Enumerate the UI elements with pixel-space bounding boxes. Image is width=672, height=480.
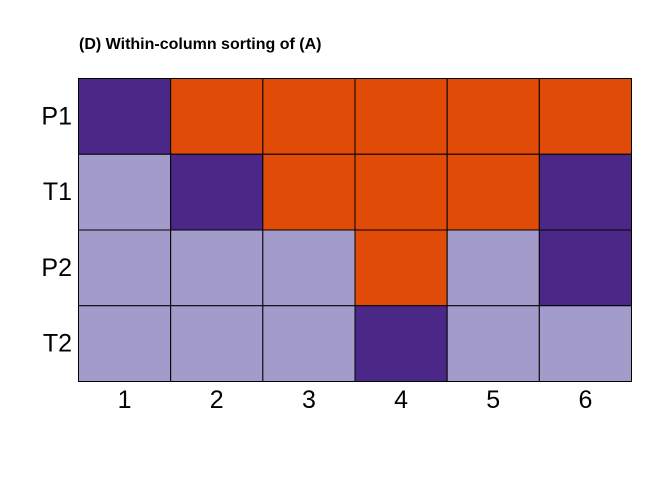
- heatmap-cell-p1-5: [446, 78, 540, 155]
- heatmap-cells: [78, 78, 632, 382]
- heatmap-cell-p2-2: [170, 229, 264, 307]
- heatmap-cell-t2-3: [262, 305, 356, 382]
- column-label-1: 1: [118, 386, 132, 414]
- heatmap-cell-t1-2: [170, 153, 264, 231]
- row-label-t2: T2: [43, 330, 72, 358]
- heatmap-cell-t1-1: [78, 153, 172, 231]
- heatmap-cell-p2-3: [262, 229, 356, 307]
- heatmap-cell-t2-1: [78, 305, 172, 382]
- column-label-4: 4: [394, 386, 408, 414]
- heatmap-cell-p2-5: [446, 229, 540, 307]
- heatmap-cell-t2-6: [538, 305, 632, 382]
- heatmap-cell-t1-6: [538, 153, 632, 231]
- heatmap-cell-p2-6: [538, 229, 632, 307]
- plot-frame: [78, 78, 632, 382]
- heatmap-cell-t1-5: [446, 153, 540, 231]
- heatmap-cell-t2-5: [446, 305, 540, 382]
- row-label-t1: T1: [43, 178, 72, 206]
- heatmap-cell-p2-4: [354, 229, 448, 307]
- heatmap-cell-t2-2: [170, 305, 264, 382]
- heatmap-cell-p1-2: [170, 78, 264, 155]
- heatmap-cell-t2-4: [354, 305, 448, 382]
- column-label-3: 3: [302, 386, 316, 414]
- column-label-6: 6: [578, 386, 592, 414]
- heatmap-cell-t1-4: [354, 153, 448, 231]
- row-label-p2: P2: [41, 254, 72, 282]
- heatmap-cell-p1-6: [538, 78, 632, 155]
- heatmap-cell-p1-1: [78, 78, 172, 155]
- heatmap-cell-p1-4: [354, 78, 448, 155]
- row-labels: P1 T1 P2 T2: [41, 102, 72, 357]
- heatmap-cell-t1-3: [262, 153, 356, 231]
- column-labels: 1 2 3 4 5 6: [118, 386, 593, 414]
- chart-title: (D) Within-column sorting of (A): [79, 36, 321, 53]
- heatmap-cell-p1-3: [262, 78, 356, 155]
- column-label-2: 2: [210, 386, 224, 414]
- column-label-5: 5: [486, 386, 500, 414]
- row-label-p1: P1: [41, 102, 72, 130]
- heatmap-cell-p2-1: [78, 229, 172, 307]
